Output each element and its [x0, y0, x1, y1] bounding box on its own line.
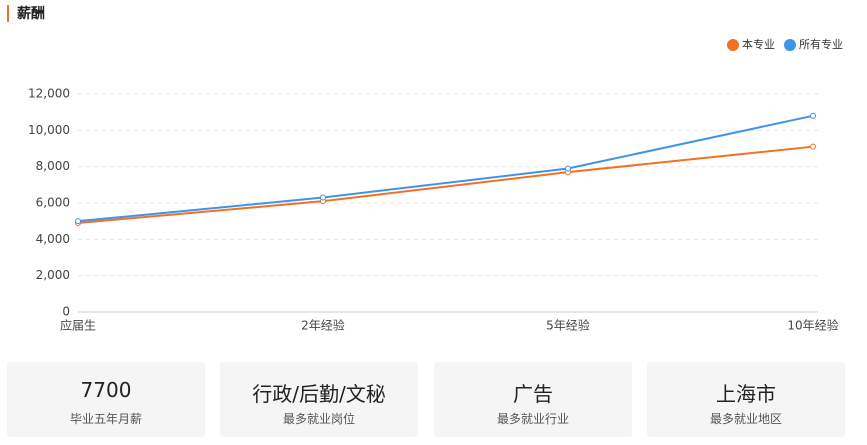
y-tick-label: 0: [62, 305, 70, 319]
legend-label: 所有专业: [799, 37, 843, 51]
stat-card: 广告 最多就业行业: [434, 362, 632, 437]
data-point: [810, 112, 816, 119]
stat-value: 上海市: [716, 382, 776, 406]
y-tick-label: 6,000: [36, 196, 70, 210]
stat-card: 7700 毕业五年月薪: [7, 362, 205, 437]
y-tick-label: 10,000: [28, 123, 70, 137]
stat-card: 行政/后勤/文秘最多就业岗位: [220, 362, 418, 437]
data-point: [75, 218, 81, 225]
stat-label: 最多就业行业: [496, 412, 569, 426]
x-tick-label: 应届生: [60, 318, 96, 333]
legend-swatch: [727, 39, 739, 51]
y-tick-label: 8,000: [36, 159, 70, 173]
stat-value: 广告: [513, 382, 553, 406]
y-tick-label: 12,000: [28, 87, 70, 101]
series-line: [77, 145, 814, 224]
legend-swatch: [784, 39, 796, 51]
section-title: 薪酬: [17, 5, 45, 22]
y-tick-label: 2,000: [36, 268, 70, 282]
data-point: [320, 194, 326, 201]
x-tick-label: 10年经验: [787, 318, 838, 333]
chart: 薪酬 0 2,000 4,000 6,000 8,000 10,000 12,000 应届生 2…: [7, 5, 843, 333]
data-point: [565, 165, 571, 172]
y-tick-label: 4,000: [36, 232, 70, 246]
x-tick-label: 2年经验: [301, 318, 345, 333]
stat-value: 7700: [80, 378, 132, 402]
series-line: [77, 114, 814, 223]
stat-label: 最多就业岗位: [282, 412, 355, 426]
stat-label: 毕业五年月薪: [69, 412, 142, 426]
title-accent: [7, 5, 9, 22]
data-point: [810, 143, 816, 150]
x-tick-label: 5年经验: [546, 318, 590, 333]
stat-label: 最多就业地区: [709, 412, 782, 426]
stat-value: 行政/后勤/文秘: [252, 382, 386, 406]
stat-card: 上海市 最多就业地区: [647, 362, 845, 437]
legend-label: 本专业: [742, 37, 775, 51]
